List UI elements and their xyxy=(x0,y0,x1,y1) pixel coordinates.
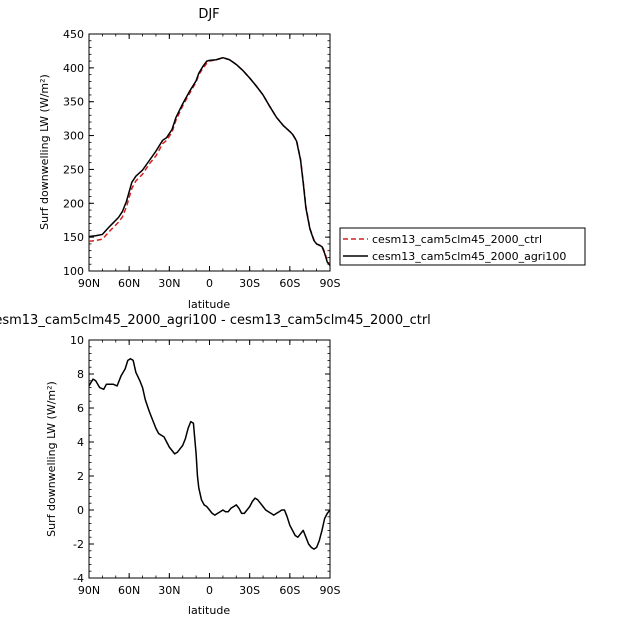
y-tick-label: 4 xyxy=(77,436,84,449)
y-tick-label: 100 xyxy=(63,265,84,278)
y-tick-label: 250 xyxy=(63,163,84,176)
top-plot-area: 100 150 200 250 300 350 400 450 90N 60N 30N 0 30S 60S… xyxy=(63,28,341,290)
x-tick-label: 0 xyxy=(206,277,213,290)
x-tick-label: 30N xyxy=(158,277,180,290)
x-tick-label: 30S xyxy=(239,584,260,597)
bottom-plot-area: -4 -2 0 2 4 6 8 10 90N 60N 30N 0 30S 60S 90S xyxy=(70,334,341,597)
y-tick-label: 300 xyxy=(63,130,84,143)
x-tick-label: 60S xyxy=(279,584,300,597)
series-line-cesm13_cam5clm45_2000_agri100 xyxy=(89,56,330,267)
x-tick-label: 90S xyxy=(320,584,341,597)
series-line-cesm13_cam5clm45_2000_ctrl xyxy=(89,56,330,266)
legend-label-agri100: cesm13_cam5clm45_2000_agri100 xyxy=(372,250,566,263)
y-tick-label: 10 xyxy=(70,334,84,347)
y-tick-label: 6 xyxy=(77,402,84,415)
y-tick-label: 200 xyxy=(63,197,84,210)
x-tick-label: 60N xyxy=(118,584,140,597)
y-tick-label: -4 xyxy=(73,572,84,585)
x-tick-label: 0 xyxy=(206,584,213,597)
bottom-panel: cesm13_cam5clm45_2000_agri100 - cesm13_c… xyxy=(0,313,431,617)
y-tick-label: 0 xyxy=(77,504,84,517)
y-tick-label: 8 xyxy=(77,368,84,381)
y-tick-label: 2 xyxy=(77,470,84,483)
x-tick-label: 90N xyxy=(78,277,100,290)
y-tick-label: -2 xyxy=(73,538,84,551)
top-chart-title: DJF xyxy=(198,7,219,22)
x-tick-label: 90S xyxy=(320,277,341,290)
y-tick-label: 350 xyxy=(63,96,84,109)
bottom-x-axis-label: latitude xyxy=(188,604,230,617)
x-tick-label: 60N xyxy=(118,277,140,290)
x-tick-label: 90N xyxy=(78,584,100,597)
y-tick-label: 400 xyxy=(63,62,84,75)
x-tick-label: 30S xyxy=(239,277,260,290)
y-tick-label: 150 xyxy=(63,231,84,244)
legend: cesm13_cam5clm45_2000_ctrl cesm13_cam5cl… xyxy=(339,227,586,266)
y-tick-label: 450 xyxy=(63,28,84,41)
bottom-chart-title: cesm13_cam5clm45_2000_agri100 - cesm13_c… xyxy=(0,313,431,328)
x-tick-label: 60S xyxy=(279,277,300,290)
top-panel: DJF 100 150 200 250 300 350 400 450 90N 60N 30N 0 30… xyxy=(38,7,586,311)
series-line-series-0 xyxy=(89,357,330,550)
x-tick-label: 30N xyxy=(158,584,180,597)
plot-frame xyxy=(88,339,331,579)
top-y-axis-label: Surf downwelling LW (W/m²) xyxy=(38,74,51,230)
legend-label-ctrl: cesm13_cam5clm45_2000_ctrl xyxy=(372,233,542,246)
plot-frame xyxy=(88,33,331,272)
top-x-axis-label: latitude xyxy=(188,298,230,311)
legend-box xyxy=(339,227,586,266)
bottom-y-axis-label: Surf downwelling LW (W/m²) xyxy=(45,381,58,537)
